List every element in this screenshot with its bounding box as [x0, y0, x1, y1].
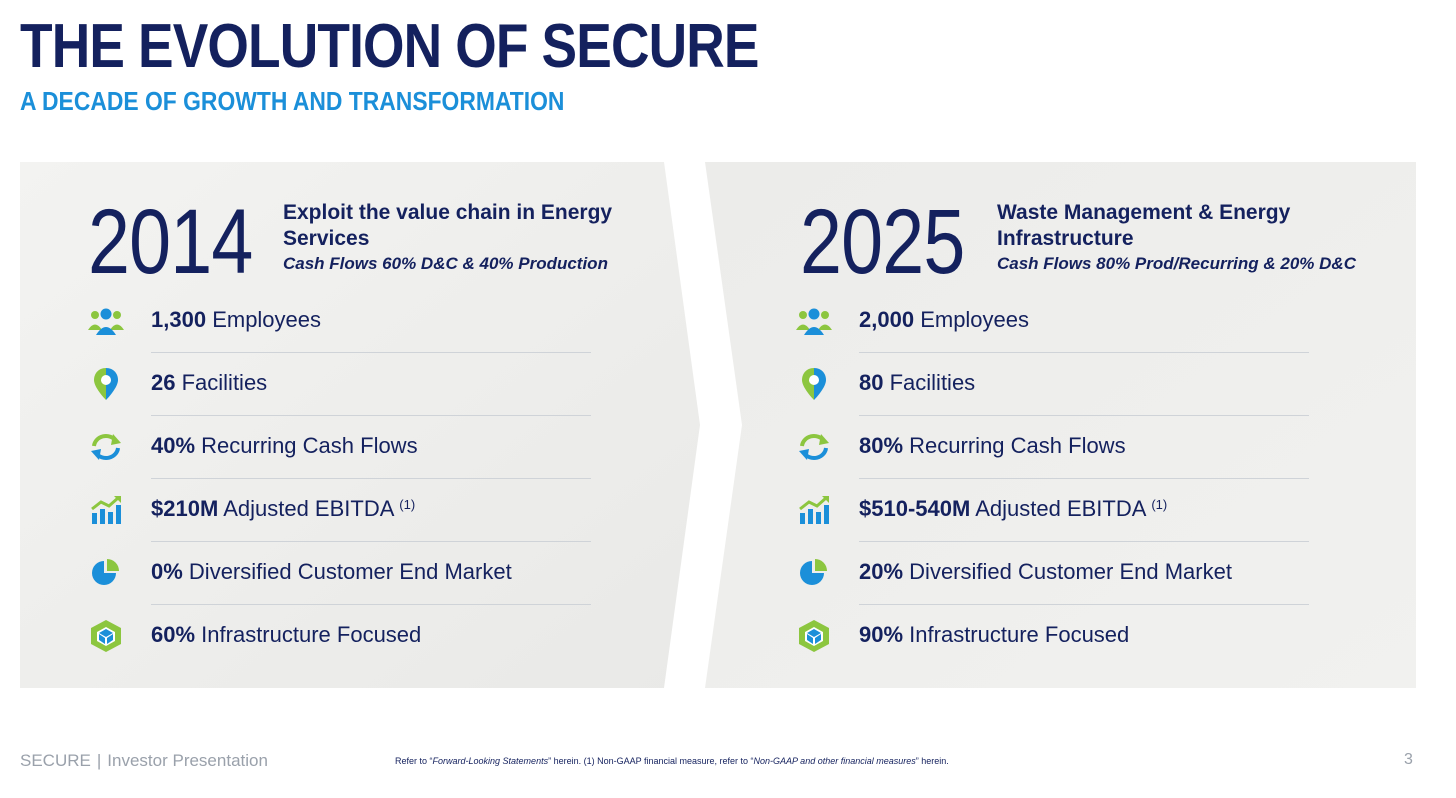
stat-label: Adjusted EBITDA: [223, 496, 394, 521]
stat-label: Facilities: [181, 370, 268, 395]
stat-value: 90%: [859, 622, 904, 647]
stat-row-recurring: 80% Recurring Cash Flows: [799, 416, 1309, 479]
stats-list: 1,300 Employees 26 Facilities 40% Recurr…: [88, 290, 591, 668]
stat-label: Infrastructure Focused: [909, 622, 1130, 647]
stat-label: Diversified Customer End Market: [188, 559, 512, 584]
location-pin-icon: [795, 365, 833, 403]
infrastructure-cube-icon: [87, 617, 125, 655]
stat-value: 40%: [151, 433, 196, 458]
page-number: 3: [1404, 751, 1413, 768]
people-icon: [795, 302, 833, 340]
footer-brand: SECURE | Investor Presentation: [20, 751, 268, 771]
stat-text: 80% Recurring Cash Flows: [859, 432, 1126, 460]
stat-label: Adjusted EBITDA: [975, 496, 1146, 521]
stat-text: 1,300 Employees: [151, 306, 321, 334]
stat-row-infrastructure: 60% Infrastructure Focused: [91, 605, 591, 668]
footnote-part: Non-GAAP and other financial measures: [753, 756, 916, 766]
footnote-marker: (1): [399, 497, 416, 512]
stat-value: 80: [859, 370, 884, 395]
stat-value: 80%: [859, 433, 904, 458]
footer-separator: |: [96, 751, 102, 770]
stat-row-employees: 1,300 Employees: [88, 290, 591, 353]
panel-2025: 2025 Waste Management & Energy Infrastru…: [705, 162, 1416, 688]
stat-row-ebitda: $510-540M Adjusted EBITDA (1): [799, 479, 1309, 542]
stat-value: 2,000: [859, 307, 915, 332]
recurring-arrows-icon: [795, 428, 833, 466]
footnote: Refer to “Forward-Looking Statements” he…: [395, 756, 949, 766]
year-label: 2014: [88, 191, 253, 293]
year-label: 2025: [800, 191, 965, 293]
stat-text: $210M Adjusted EBITDA (1): [151, 495, 415, 523]
stats-list: 2,000 Employees 80 Facilities 80% Recurr…: [796, 290, 1309, 668]
stat-value: 20%: [859, 559, 904, 584]
stat-label: Diversified Customer End Market: [909, 559, 1232, 584]
stat-value: $210M: [151, 496, 219, 521]
pie-chart-icon: [87, 554, 125, 592]
panel-headline: Exploit the value chain in Energy Servic…: [283, 201, 613, 250]
stat-text: 60% Infrastructure Focused: [151, 621, 421, 649]
footer-company: SECURE: [20, 751, 91, 770]
stat-row-employees: 2,000 Employees: [796, 290, 1309, 353]
stat-label: Recurring Cash Flows: [201, 433, 418, 458]
stat-text: 90% Infrastructure Focused: [859, 621, 1129, 649]
stat-value: 0%: [151, 559, 183, 584]
stat-value: 60%: [151, 622, 196, 647]
footer-doc-title: Investor Presentation: [107, 751, 268, 770]
page-title: THE EVOLUTION OF SECURE: [20, 12, 759, 81]
stat-text: 20% Diversified Customer End Market: [859, 558, 1232, 586]
stat-label: Employees: [212, 307, 322, 332]
footnote-part: Forward-Looking Statements: [432, 756, 549, 766]
panel-2014: 2014 Exploit the value chain in Energy S…: [20, 162, 700, 688]
panel-subline: Cash Flows 60% D&C & 40% Production: [283, 254, 608, 273]
page-subtitle: A DECADE OF GROWTH AND TRANSFORMATION: [20, 86, 565, 116]
pie-chart-icon: [795, 554, 833, 592]
footnote-part: ” herein. (1) Non-GAAP financial measure…: [548, 756, 754, 766]
stat-label: Facilities: [889, 370, 976, 395]
stat-label: Infrastructure Focused: [201, 622, 422, 647]
stat-value: $510-540M: [859, 496, 971, 521]
people-icon: [87, 302, 125, 340]
right-panel-shape: [705, 162, 1416, 688]
panel-headline: Waste Management & Energy Infrastructure: [997, 201, 1291, 250]
stat-text: 80 Facilities: [859, 369, 975, 397]
stat-value: 26: [151, 370, 176, 395]
left-panel-shape: [20, 162, 700, 688]
stat-row-diversified: 20% Diversified Customer End Market: [800, 542, 1309, 605]
stat-row-facilities: 26 Facilities: [94, 353, 591, 416]
infrastructure-cube-icon: [795, 617, 833, 655]
stat-row-ebitda: $210M Adjusted EBITDA (1): [91, 479, 591, 542]
stat-row-facilities: 80 Facilities: [802, 353, 1309, 416]
location-pin-icon: [87, 365, 125, 403]
footnote-marker: (1): [1151, 497, 1168, 512]
panel-heading: Exploit the value chain in Energy Servic…: [283, 200, 683, 276]
stat-row-infrastructure: 90% Infrastructure Focused: [799, 605, 1309, 668]
stat-text: 40% Recurring Cash Flows: [151, 432, 418, 460]
growth-chart-icon: [87, 491, 125, 529]
recurring-arrows-icon: [87, 428, 125, 466]
panel-subline: Cash Flows 80% Prod/Recurring & 20% D&C: [997, 254, 1356, 273]
stat-label: Recurring Cash Flows: [909, 433, 1126, 458]
stat-text: 2,000 Employees: [859, 306, 1029, 334]
stat-row-recurring: 40% Recurring Cash Flows: [91, 416, 591, 479]
stat-value: 1,300: [151, 307, 207, 332]
stat-row-diversified: 0% Diversified Customer End Market: [92, 542, 591, 605]
stat-text: $510-540M Adjusted EBITDA (1): [859, 495, 1167, 523]
stat-label: Employees: [920, 307, 1030, 332]
footnote-part: Refer to “: [395, 756, 433, 766]
footnote-part: ” herein.: [915, 756, 949, 766]
panel-heading: Waste Management & Energy Infrastructure…: [997, 200, 1397, 276]
stat-text: 0% Diversified Customer End Market: [151, 558, 512, 586]
stat-text: 26 Facilities: [151, 369, 267, 397]
growth-chart-icon: [795, 491, 833, 529]
